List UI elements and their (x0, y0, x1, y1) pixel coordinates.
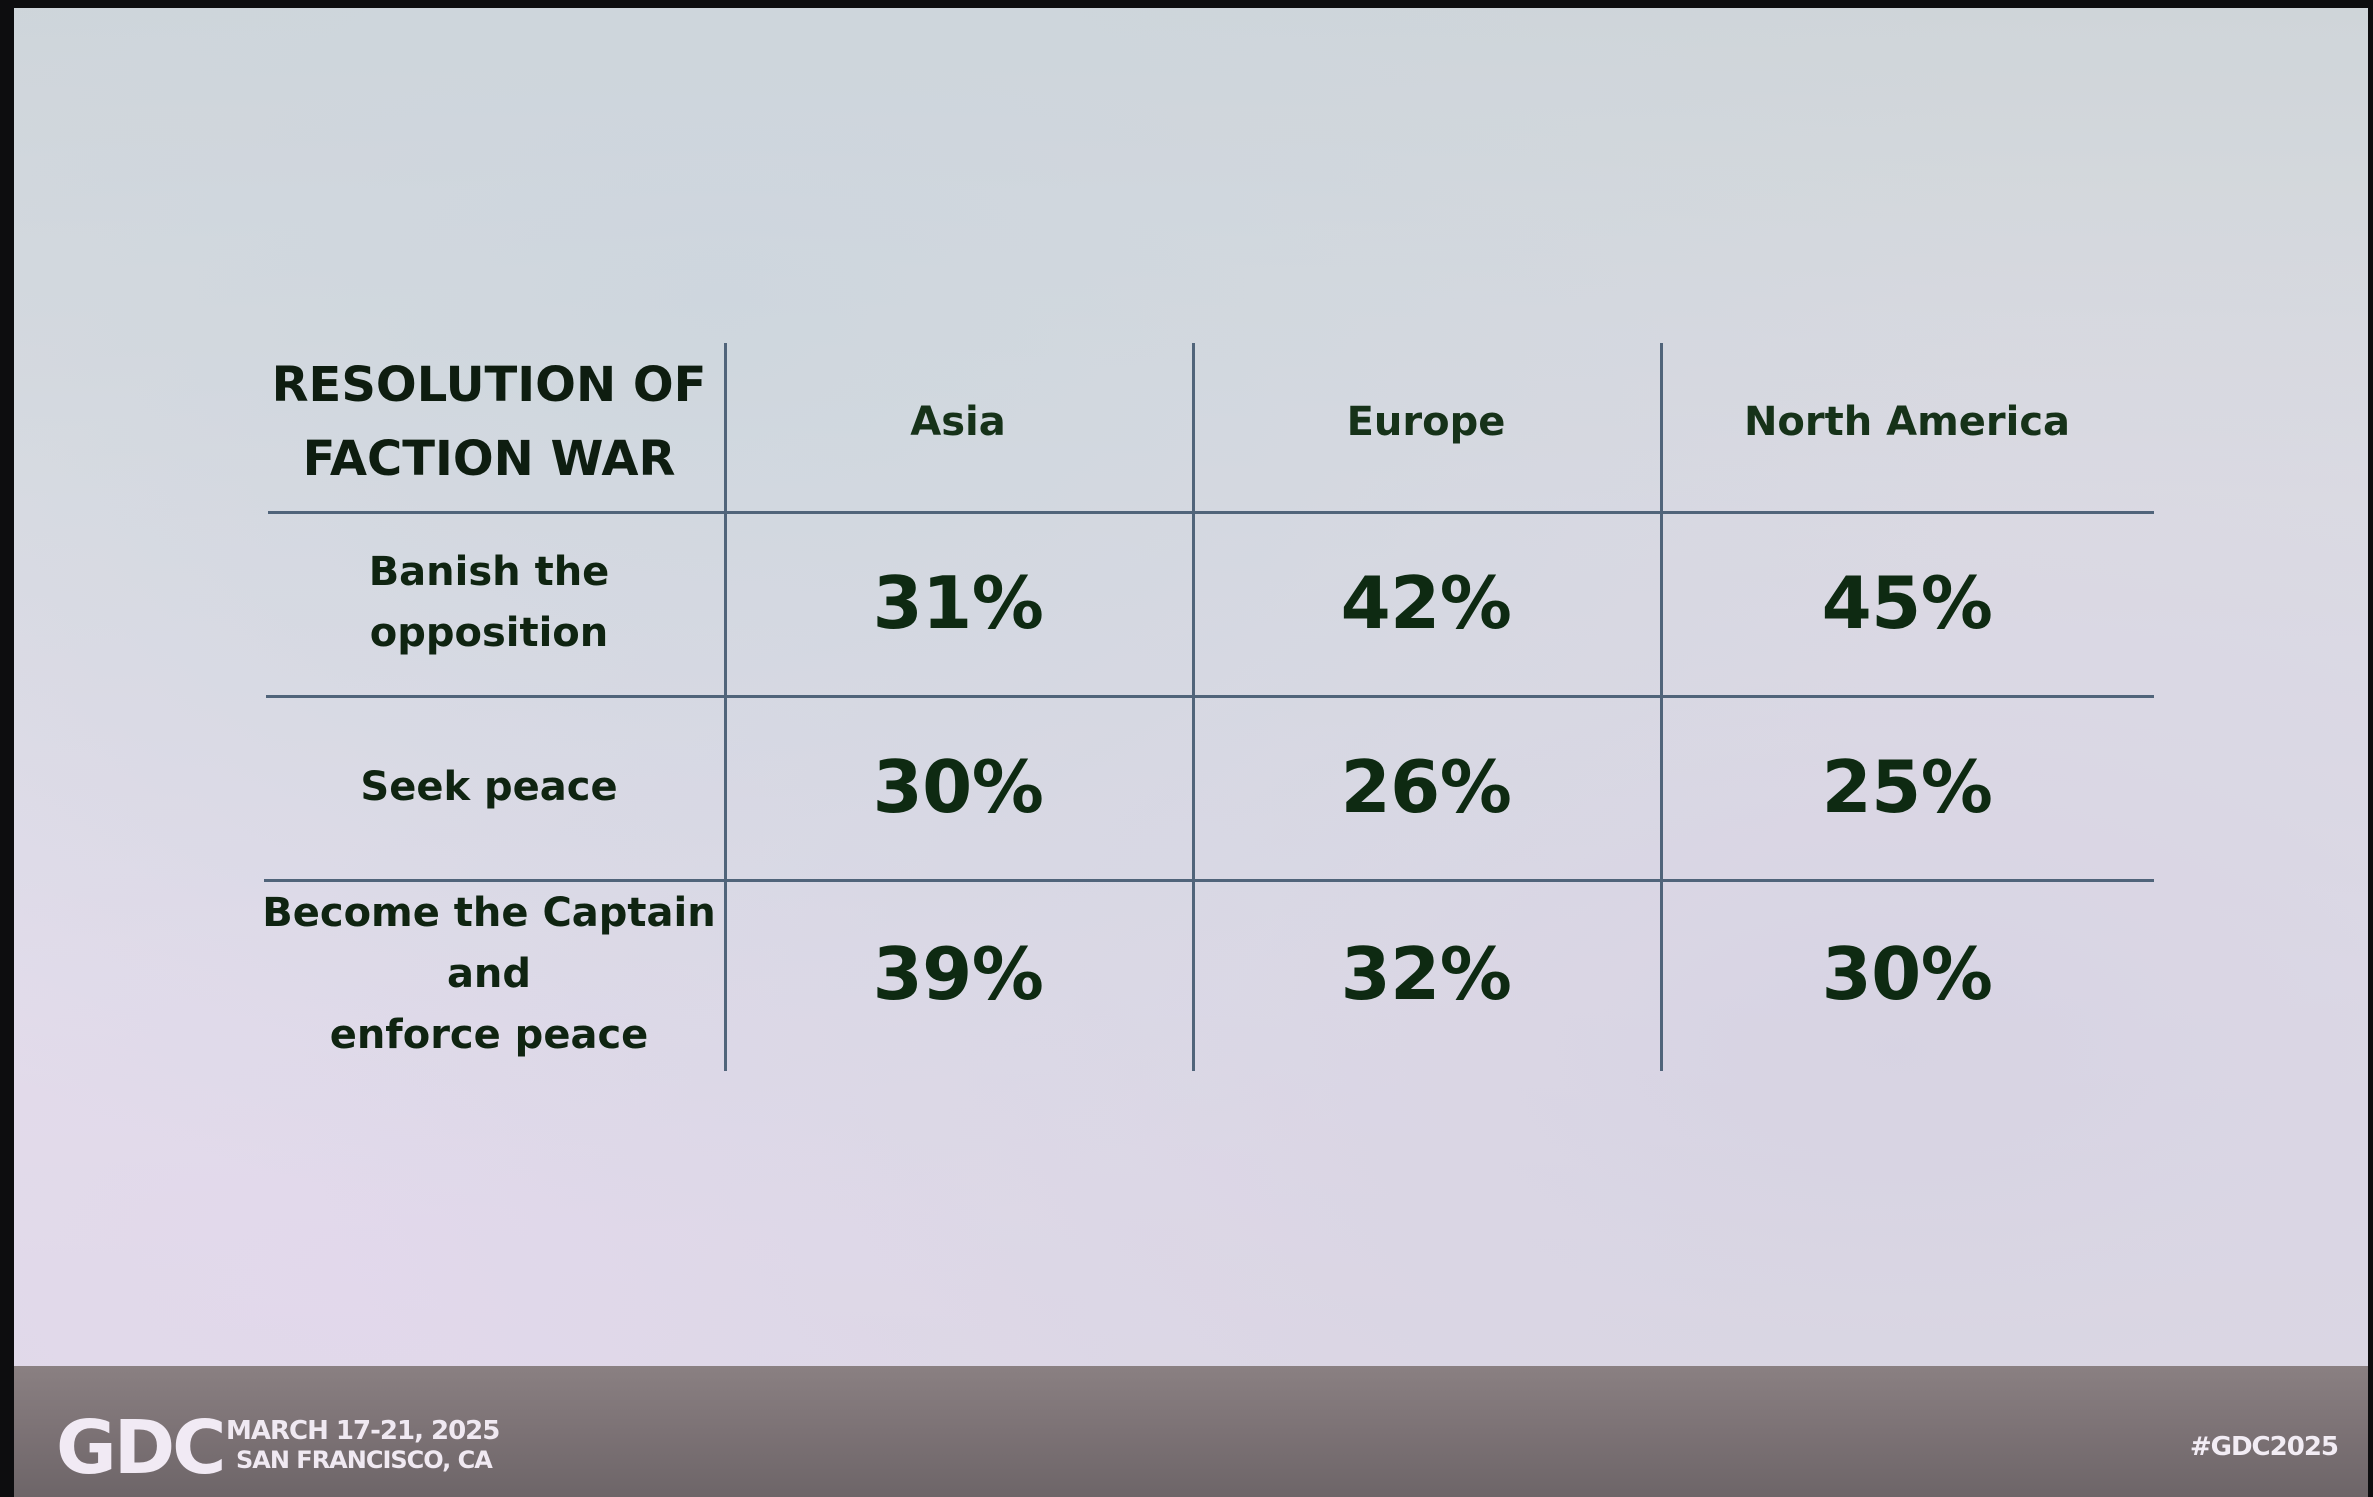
value-banish-asia: 31% (872, 561, 1044, 645)
table-divider-1 (724, 343, 727, 1071)
value-banish-europe: 42% (1340, 561, 1512, 645)
projected-slide: RESOLUTION OF FACTION WAR Asia Europe No… (14, 8, 2368, 1497)
row-label-seek-peace-line-1: Seek peace (360, 763, 618, 810)
table-title: RESOLUTION OF FACTION WAR (254, 333, 724, 511)
column-header-north-america: North America (1743, 399, 2071, 445)
value-seek-peace-north-america: 25% (1821, 745, 1993, 829)
table-title-line-1: RESOLUTION OF (271, 357, 707, 413)
row-label-become-captain-line-2: enforce peace (329, 1011, 649, 1058)
row-label-banish: Banish the opposition (254, 511, 724, 695)
value-become-captain-north-america: 30% (1821, 932, 1993, 1016)
slide-footer: GDC MARCH 17-21, 2025 SAN FRANCISCO, CA … (14, 1366, 2368, 1497)
row-label-banish-line-1: Banish the opposition (368, 549, 610, 656)
value-seek-peace-asia: 30% (872, 745, 1044, 829)
table-rule-row-2 (264, 879, 2154, 882)
table-title-line-2: FACTION WAR (302, 431, 676, 487)
gdc-logo: GDC (56, 1405, 226, 1491)
event-dates: MARCH 17-21, 2025 (226, 1416, 500, 1446)
value-become-captain-europe: 32% (1340, 932, 1512, 1016)
event-info: MARCH 17-21, 2025 SAN FRANCISCO, CA (226, 1416, 500, 1474)
table-rule-header (268, 511, 2154, 514)
value-banish-north-america: 45% (1821, 561, 1993, 645)
column-header-europe: Europe (1346, 399, 1506, 445)
row-label-become-captain-line-1: Become the Captain and (262, 889, 716, 997)
value-seek-peace-europe: 26% (1340, 745, 1512, 829)
column-header-asia: Asia (910, 399, 1006, 445)
value-become-captain-asia: 39% (872, 932, 1044, 1016)
results-table: RESOLUTION OF FACTION WAR Asia Europe No… (254, 333, 2154, 1078)
table-rule-row-1 (266, 695, 2154, 698)
table-divider-3 (1660, 343, 1663, 1071)
table-divider-2 (1192, 343, 1195, 1071)
row-label-seek-peace: Seek peace (254, 695, 724, 879)
row-label-become-captain: Become the Captain and enforce peace (254, 879, 724, 1069)
event-hashtag: #GDC2025 (2189, 1432, 2339, 1462)
event-location: SAN FRANCISCO, CA (236, 1446, 493, 1474)
